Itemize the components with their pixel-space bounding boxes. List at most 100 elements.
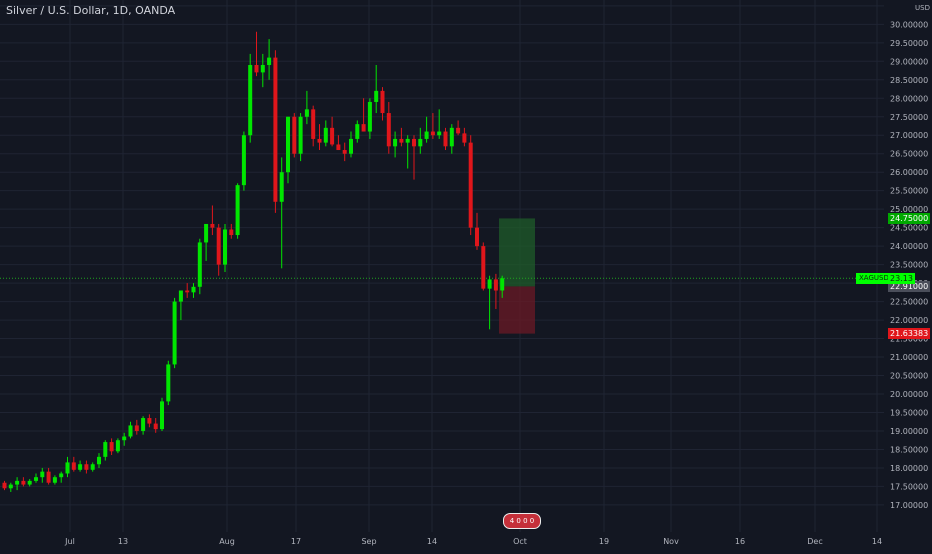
candle-body [52, 477, 57, 483]
time-tick-label: Sep [361, 537, 376, 546]
candle [437, 109, 442, 139]
candle [481, 242, 486, 291]
candle [462, 127, 467, 147]
candle-body [462, 133, 467, 143]
candle [223, 223, 227, 273]
price-tick-label: 17.50000 [890, 482, 928, 491]
candle [97, 453, 101, 468]
candle [493, 273, 498, 309]
candle [172, 297, 177, 369]
time-tick-label: 14 [872, 537, 882, 546]
candle [204, 223, 209, 261]
price-tick-label: 26.50000 [890, 150, 928, 159]
candle-body [254, 64, 259, 73]
time-tick-label: 14 [427, 537, 437, 546]
candle-body [304, 109, 309, 117]
price-tick-label: 29.00000 [890, 57, 928, 66]
price-tick-label: 25.00000 [890, 205, 928, 214]
time-tick-label: Oct [513, 537, 527, 546]
price-axis[interactable]: 17.00000 17.50000 18.00000 18.50000 19.00000… [886, 0, 932, 532]
loss-zone [499, 286, 535, 334]
candle-body [298, 116, 303, 154]
candle-body [349, 138, 353, 154]
candle-body [418, 138, 423, 147]
candle [500, 275, 505, 298]
price-tick-label: 19.50000 [890, 408, 928, 417]
last-price-label: 23.13 [888, 272, 915, 284]
candle-body [204, 223, 209, 243]
candle-body [223, 229, 227, 265]
candle-body [27, 480, 32, 485]
currency-label: USD [915, 4, 930, 12]
candle-body [481, 246, 486, 289]
candle [134, 419, 139, 435]
stop-price-label: 21.63383 [888, 328, 931, 340]
candle [267, 39, 272, 80]
candle [160, 397, 164, 431]
candle [241, 131, 246, 191]
candle-body [449, 127, 454, 147]
chart-plot-area[interactable] [0, 0, 884, 532]
candle [412, 135, 416, 180]
time-tick-label: Jul [64, 537, 75, 546]
candle-body [178, 290, 183, 302]
candle [292, 113, 297, 158]
candle-body [456, 127, 461, 134]
candle-body [443, 131, 448, 147]
candle-body [147, 418, 152, 424]
candle [103, 440, 108, 461]
price-tick-label: 21.00000 [890, 353, 928, 362]
candle-body [115, 440, 120, 452]
candle [122, 432, 127, 446]
candle-body [84, 464, 89, 470]
candle [153, 418, 158, 433]
candle-body [424, 131, 429, 139]
time-tick-label: Dec [807, 537, 822, 546]
candle [34, 473, 38, 483]
candle-body [34, 477, 38, 481]
candle [2, 480, 7, 491]
candle-body [468, 142, 473, 228]
chart-title: Silver / U.S. Dollar, 1D, OANDA [6, 4, 176, 17]
price-tick-label: 30.00000 [890, 20, 928, 29]
candlestick-chart[interactable] [0, 0, 884, 532]
candle [128, 421, 133, 439]
candle [210, 205, 215, 236]
price-tick-label: 24.50000 [890, 224, 928, 233]
candle-body [361, 124, 366, 132]
candle [311, 105, 316, 147]
candle-body [241, 135, 246, 186]
candle [487, 275, 492, 330]
candle [405, 135, 410, 169]
candle-body [412, 138, 416, 147]
candle [330, 116, 335, 147]
candle [166, 360, 171, 406]
candle-body [141, 418, 146, 431]
candle [443, 127, 448, 151]
events-badge[interactable]: 4 0 0 0 [503, 513, 541, 529]
candle-body [122, 436, 127, 441]
time-axis[interactable]: Jul 13 Aug 17 Sep 14 Oct 19 Nov 16 Dec 14 [0, 532, 884, 550]
candle-body [97, 456, 101, 465]
candle [386, 101, 391, 154]
time-tick-label: 16 [735, 537, 745, 546]
candle [342, 142, 347, 162]
time-tick-label: 13 [118, 537, 128, 546]
price-tick-label: 22.50000 [890, 298, 928, 307]
price-tick-label: 24.00000 [890, 242, 928, 251]
candle [235, 183, 240, 239]
candle [216, 223, 221, 276]
candle-body [134, 425, 139, 431]
candle-body [493, 279, 498, 291]
candle-body [21, 480, 26, 485]
candle [468, 135, 473, 236]
candle-body [109, 442, 114, 452]
candle [374, 64, 379, 114]
price-tick-label: 20.50000 [890, 372, 928, 381]
price-tick-label: 25.50000 [890, 187, 928, 196]
candle-body [172, 301, 177, 365]
candle [65, 456, 70, 478]
candle [380, 87, 385, 121]
candle [90, 462, 95, 472]
candle [109, 438, 114, 456]
